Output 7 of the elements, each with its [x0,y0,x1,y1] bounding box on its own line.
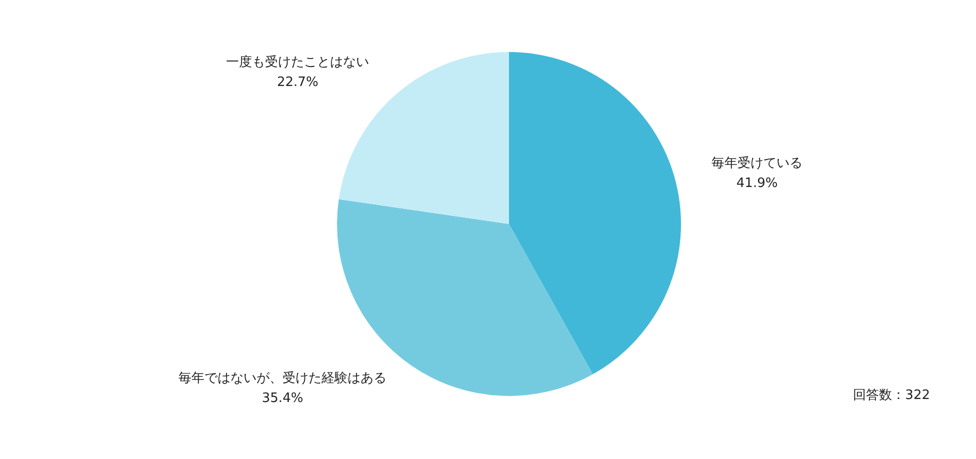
data-label: 41.9% [736,176,778,192]
slice-label: 毎年受けている [712,156,803,172]
slice-label: 一度も受けたことはない [226,54,370,70]
text: 回答数：322 [853,388,930,403]
slice-label: 毎年ではないが、受けた経験はある [178,371,387,386]
data-label: 35.4% [262,391,304,406]
data-label: 22.7% [277,75,318,90]
